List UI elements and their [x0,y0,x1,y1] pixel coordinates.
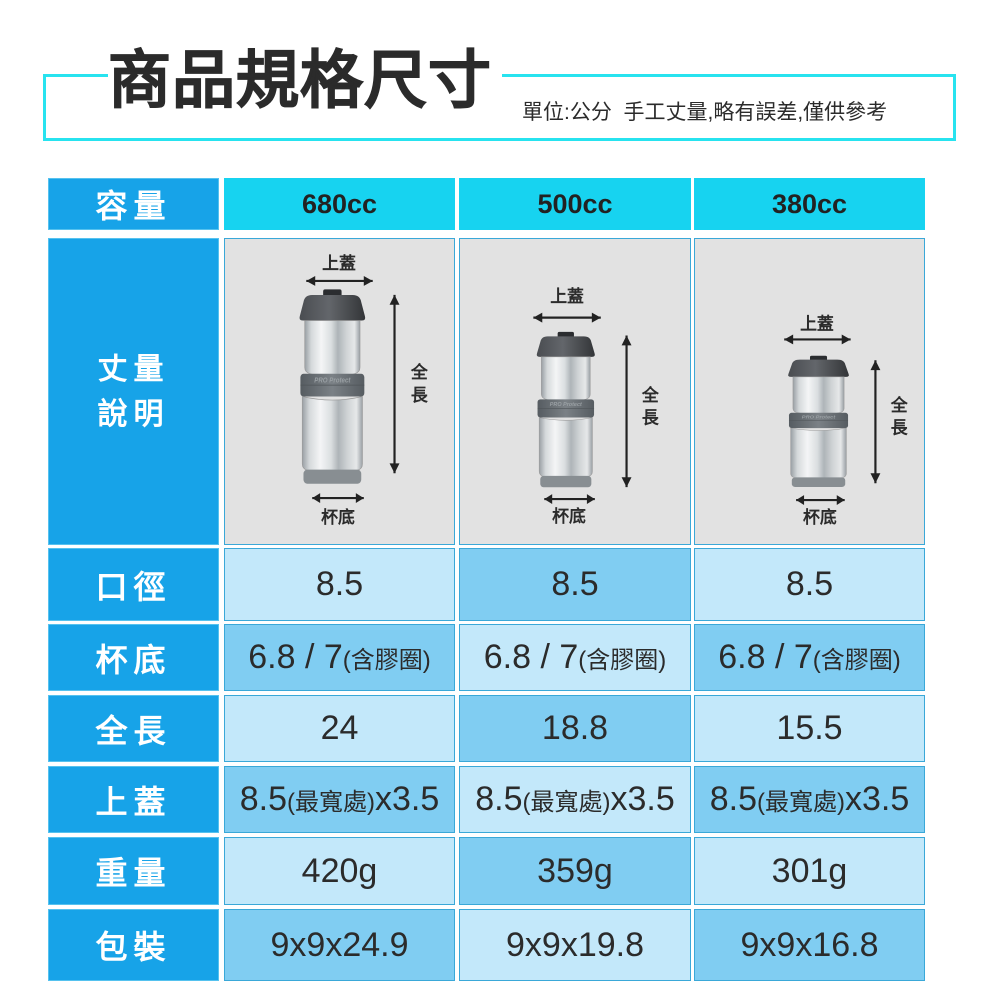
svg-text:全: 全 [890,395,909,415]
svg-text:上蓋: 上蓋 [322,254,356,273]
svg-text:全: 全 [410,362,429,382]
svg-text:PRO Protect: PRO Protect [314,377,351,384]
svg-text:PRO Protect: PRO Protect [550,402,583,408]
svg-text:上蓋: 上蓋 [800,315,834,334]
svg-text:長: 長 [891,419,908,438]
svg-text:杯底: 杯底 [803,507,837,527]
svg-text:PRO Protect: PRO Protect [802,415,836,420]
svg-text:長: 長 [411,386,428,405]
svg-text:杯底: 杯底 [552,506,586,526]
svg-text:杯底: 杯底 [321,507,355,527]
svg-text:長: 長 [642,409,659,428]
svg-text:上蓋: 上蓋 [550,287,584,306]
svg-text:全: 全 [641,385,660,405]
